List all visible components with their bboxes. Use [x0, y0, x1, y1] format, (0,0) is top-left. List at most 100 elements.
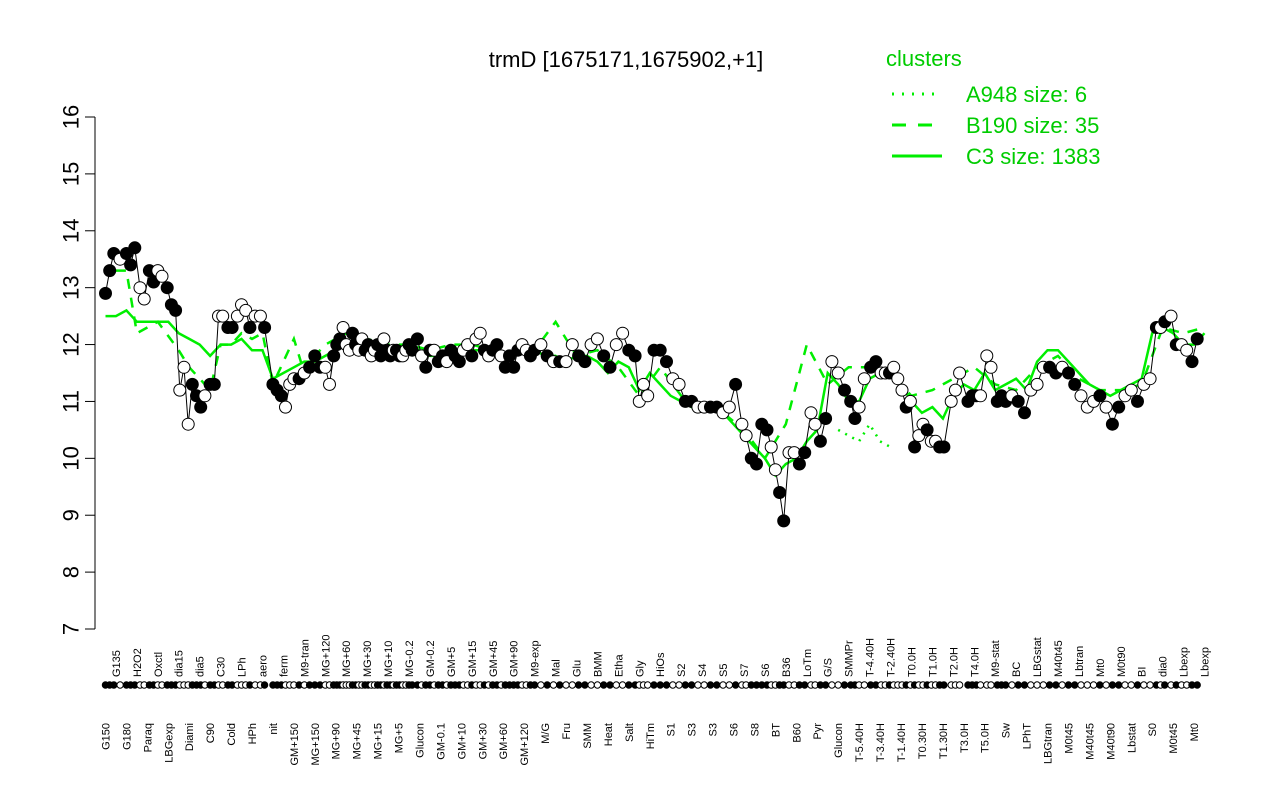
x-tick-label: T0.0H — [906, 647, 918, 677]
rug-marker — [1001, 681, 1010, 689]
x-tick-label: Glucon — [414, 723, 426, 758]
c3-line — [105, 308, 1206, 478]
x-tick-label: Paraq — [142, 723, 154, 752]
data-point — [559, 355, 573, 369]
x-tick-label: T-2.40H — [886, 638, 898, 677]
data-point — [1018, 406, 1031, 420]
rug-marker — [840, 681, 849, 689]
data-point — [308, 349, 322, 363]
data-point — [1011, 394, 1025, 408]
data-point — [160, 281, 174, 295]
rug-marker — [1096, 681, 1104, 689]
x-tick-label: Lbexp — [1200, 647, 1212, 677]
data-point — [181, 417, 195, 431]
x-tick-label: Mal — [551, 659, 563, 677]
x-tick-label: T4.0H — [969, 647, 981, 677]
x-tick-label: nit — [268, 723, 280, 735]
x-tick-label: S8 — [749, 723, 761, 736]
data-point — [920, 423, 934, 437]
x-tick-label: S6 — [760, 664, 772, 677]
x-tick-label: T-3.40H — [875, 723, 887, 762]
x-tick-label: Etha — [613, 653, 625, 677]
rug-marker — [562, 681, 570, 689]
data-point — [405, 343, 419, 357]
y-tick-label: 9 — [59, 509, 84, 521]
data-point — [1190, 332, 1204, 346]
x-tick-label: Mt0 — [1095, 659, 1107, 677]
rug-marker — [940, 681, 948, 689]
x-tick-label: Heat — [603, 723, 615, 746]
x-tick-label: Pyr — [812, 723, 824, 740]
x-tick-label: T1.0H — [927, 647, 939, 677]
x-tick-label: G150 — [100, 723, 112, 750]
data-point — [953, 366, 967, 380]
data-point — [760, 423, 774, 437]
data-point — [660, 355, 673, 369]
x-tick-label: GM+120 — [519, 723, 531, 766]
rug-marker — [713, 681, 721, 689]
data-points — [99, 241, 1204, 528]
x-tick-label: MG+150 — [310, 723, 322, 766]
x-tick-label: BC — [1011, 662, 1023, 677]
data-point — [465, 349, 479, 363]
x-tick-label: C30 — [216, 657, 228, 677]
x-tick-label: aero — [257, 655, 269, 677]
x-tick-label: Glu — [571, 660, 583, 677]
data-point — [258, 321, 272, 334]
data-point — [750, 457, 763, 471]
y-tick-label: 12 — [59, 332, 84, 356]
data-point — [1131, 394, 1144, 408]
rug-marker — [1008, 681, 1016, 689]
x-tick-label: BT — [770, 723, 782, 737]
y-tick-label: 13 — [59, 275, 84, 299]
data-point — [1074, 389, 1088, 403]
x-tick-labels: G150 G135 G180 H2O2 Paraq Oxctl LBGexp dia15 Dia… — [100, 635, 1211, 766]
legend-label-b190: B190 size: 35 — [966, 113, 1099, 138]
x-tick-label: SMM — [582, 723, 594, 749]
x-tick-label: C90 — [205, 723, 217, 743]
rug-marker — [625, 681, 633, 689]
x-tick-label: S5 — [718, 664, 730, 677]
rug-marker — [1089, 681, 1098, 689]
x-tick-label: GM+30 — [477, 723, 489, 759]
x-tick-label: T-1.40H — [896, 723, 908, 762]
x-tick-label: M9-tran — [299, 639, 311, 677]
x-tick-label: GM+15 — [467, 641, 479, 677]
data-point — [1062, 366, 1075, 380]
x-tick-label: MG+90 — [331, 723, 343, 759]
data-point — [869, 355, 883, 369]
rug-marker — [675, 681, 683, 689]
data-point — [155, 269, 169, 283]
x-tick-label: M/G — [540, 723, 552, 744]
x-tick-label: MG-0.2 — [404, 640, 416, 677]
x-tick-label: T2.0H — [948, 647, 960, 677]
data-point — [565, 338, 579, 352]
x-tick-label: MG+30 — [362, 641, 374, 677]
data-point — [891, 372, 905, 386]
data-point — [764, 440, 778, 454]
x-tick-label: T-5.40H — [854, 723, 866, 762]
x-tick-label: GM+90 — [509, 641, 521, 677]
rug-marker — [587, 681, 595, 689]
data-point — [804, 406, 818, 420]
x-tick-label: M0t45 — [1063, 723, 1075, 754]
x-tick-label: G/S — [823, 658, 835, 677]
data-point — [616, 326, 630, 340]
data-point — [177, 360, 191, 374]
rug-marker — [656, 681, 664, 689]
x-tick-label: GM+45 — [488, 641, 500, 677]
data-point — [1143, 372, 1157, 386]
data-point — [813, 434, 827, 448]
data-point — [944, 394, 958, 408]
data-point — [641, 389, 655, 403]
x-tick-label: Mt0 — [1189, 723, 1201, 741]
data-point — [327, 349, 341, 363]
data-point — [1124, 383, 1138, 397]
x-tick-label: S2 — [676, 664, 688, 677]
rug-marker — [1014, 681, 1022, 689]
data-point — [653, 343, 667, 357]
data-point — [124, 258, 138, 272]
y-tick-label: 10 — [59, 446, 84, 470]
x-tick-label: S0 — [1147, 723, 1159, 736]
